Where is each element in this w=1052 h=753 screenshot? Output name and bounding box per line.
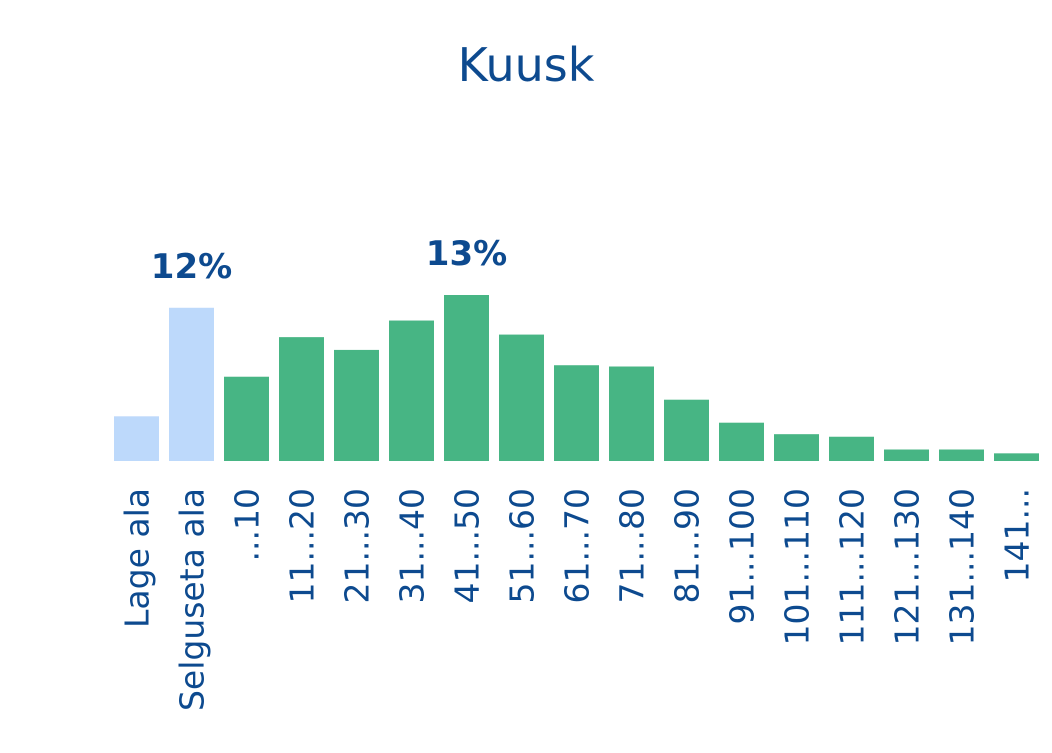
bar-2 <box>224 376 269 461</box>
data-label-0: 12% <box>151 247 232 287</box>
bar-1 <box>169 307 214 461</box>
x-tick-label: Selguseta ala <box>173 488 212 711</box>
x-tick-label: Lage ala <box>118 488 157 628</box>
x-tick-label: 71...80 <box>613 488 652 603</box>
bar-11 <box>719 422 764 461</box>
data-label-1: 13% <box>426 234 507 274</box>
x-tick-label: 51...60 <box>503 488 542 603</box>
x-tick-label: 81...90 <box>668 488 707 603</box>
bar-16 <box>994 453 1039 461</box>
x-tick-label: 91...100 <box>723 488 762 624</box>
x-tick-label: 121...130 <box>888 488 927 645</box>
bar-6 <box>444 295 489 461</box>
chart-title: Kuusk <box>457 38 595 92</box>
bar-13 <box>829 436 874 461</box>
bar-10 <box>664 399 709 461</box>
x-tick-label: 61...70 <box>558 488 597 603</box>
x-tick-label: 41...50 <box>448 488 487 603</box>
x-tick-label: 31...40 <box>393 488 432 603</box>
x-tick-label: 141... <box>998 488 1037 582</box>
bar-7 <box>499 334 544 461</box>
x-tick-label: 111...120 <box>833 488 872 645</box>
bar-0 <box>114 416 159 461</box>
bar-8 <box>554 365 599 461</box>
bar-9 <box>609 366 654 461</box>
x-tick-label: 21...30 <box>338 488 377 603</box>
bar-15 <box>939 449 984 461</box>
x-tick-label: 11...20 <box>283 488 322 603</box>
bar-5 <box>389 320 434 461</box>
x-tick-label: 131...140 <box>943 488 982 645</box>
bar-12 <box>774 434 819 461</box>
bar-3 <box>279 337 324 461</box>
bar-4 <box>334 349 379 461</box>
x-tick-label: 101...110 <box>778 488 817 645</box>
x-tick-label: ...10 <box>228 488 267 561</box>
bar-14 <box>884 449 929 461</box>
